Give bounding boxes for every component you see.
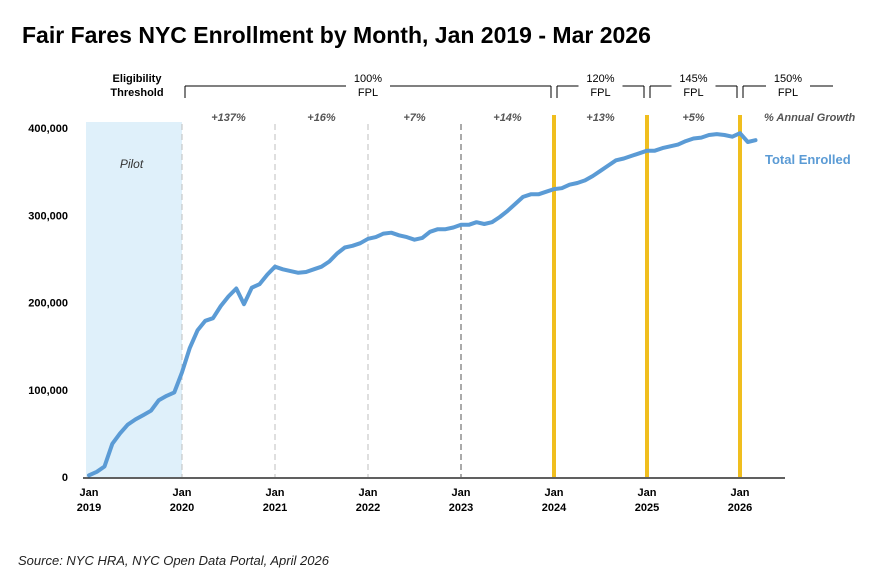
y-tick-label: 200,000 xyxy=(28,298,68,310)
threshold-label: FPL xyxy=(683,87,703,99)
x-tick-label: Jan xyxy=(638,487,657,499)
y-tick-label: 400,000 xyxy=(28,123,68,135)
growth-label: +7% xyxy=(403,112,426,124)
x-tick-label: Jan xyxy=(731,487,750,499)
pilot-shaded-region xyxy=(86,122,182,477)
threshold-label: 100% xyxy=(354,73,382,85)
x-tick-label: Jan xyxy=(80,487,99,499)
pilot-label: Pilot xyxy=(120,157,144,171)
threshold-label: FPL xyxy=(778,87,798,99)
threshold-label: FPL xyxy=(358,87,378,99)
threshold-label: FPL xyxy=(590,87,610,99)
x-tick-label: 2019 xyxy=(77,502,101,514)
growth-label: +14% xyxy=(493,112,522,124)
threshold-label: 150% xyxy=(774,73,802,85)
x-tick-label: Jan xyxy=(359,487,378,499)
series-label: Total Enrolled xyxy=(765,152,851,167)
growth-title: % Annual Growth xyxy=(764,112,856,124)
x-tick-label: Jan xyxy=(452,487,471,499)
x-tick-label: 2024 xyxy=(542,502,567,514)
x-tick-label: Jan xyxy=(173,487,192,499)
y-tick-label: 100,000 xyxy=(28,385,68,397)
x-tick-label: Jan xyxy=(266,487,285,499)
threshold-label: 120% xyxy=(586,73,614,85)
x-tick-label: 2025 xyxy=(635,502,659,514)
y-tick-label: 300,000 xyxy=(28,210,68,222)
source-note: Source: NYC HRA, NYC Open Data Portal, A… xyxy=(18,553,329,568)
x-tick-label: 2026 xyxy=(728,502,752,514)
x-tick-label: 2022 xyxy=(356,502,380,514)
x-tick-label: 2023 xyxy=(449,502,473,514)
growth-label: +13% xyxy=(586,112,615,124)
threshold-label: 145% xyxy=(679,73,707,85)
growth-label: +5% xyxy=(682,112,705,124)
y-tick-label: 0 xyxy=(62,472,68,484)
growth-label: +137% xyxy=(211,112,246,124)
threshold-title: Eligibility xyxy=(113,73,163,85)
x-tick-label: Jan xyxy=(545,487,564,499)
growth-label: +16% xyxy=(307,112,336,124)
x-tick-label: 2021 xyxy=(263,502,287,514)
x-tick-label: 2020 xyxy=(170,502,194,514)
threshold-title: Threshold xyxy=(110,87,163,99)
chart-title: Fair Fares NYC Enrollment by Month, Jan … xyxy=(22,22,651,48)
series-line-total-enrolled xyxy=(87,131,758,478)
